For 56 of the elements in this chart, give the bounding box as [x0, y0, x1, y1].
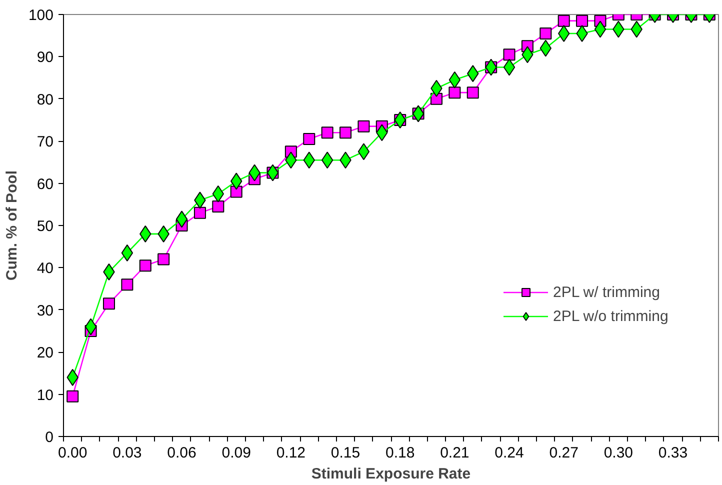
x-tick-label: 0.00 — [58, 444, 88, 462]
point — [121, 244, 134, 262]
point — [540, 27, 552, 40]
point — [594, 20, 606, 38]
point — [102, 298, 115, 310]
y-tick-label: 50 — [36, 218, 54, 235]
x-tick-label: 0.03 — [112, 444, 142, 462]
x-tick-label: 0.33 — [658, 444, 688, 462]
point — [448, 71, 461, 88]
point — [321, 126, 334, 139]
legend-label: 2PL w/ trimming — [553, 284, 660, 300]
y-tick-label: 10 — [36, 386, 54, 404]
point — [394, 112, 406, 128]
point — [503, 48, 516, 61]
point — [266, 164, 279, 182]
x-axis-title: Stimuli Exposure Rate — [311, 466, 471, 482]
point — [66, 390, 79, 402]
x-tick-label: 0.30 — [604, 444, 634, 462]
point — [576, 14, 588, 27]
point — [158, 253, 170, 266]
point — [321, 152, 334, 169]
point — [558, 14, 570, 27]
point — [121, 278, 134, 291]
x-tick-label: 0.18 — [386, 444, 415, 462]
y-tick-label: 90 — [36, 49, 54, 66]
y-tick-label: 60 — [36, 176, 54, 193]
y-tick-label: 30 — [36, 302, 54, 320]
legend-label: 2PL w/o trimming — [553, 308, 668, 324]
x-tick-label: 0.06 — [167, 444, 196, 462]
x-tick-label: 0.24 — [494, 444, 524, 462]
x-tick-label: 0.15 — [330, 444, 360, 462]
point — [303, 132, 316, 145]
point — [466, 86, 479, 99]
x-tick-label: 0.09 — [222, 444, 251, 462]
point — [448, 86, 461, 99]
point — [194, 206, 206, 219]
y-tick-label: 40 — [36, 260, 54, 278]
y-tick-label: 0 — [45, 429, 54, 446]
x-tick-label: 0.12 — [276, 444, 306, 462]
point — [230, 186, 242, 198]
y-tick-label: 80 — [36, 91, 54, 108]
point — [84, 318, 97, 336]
y-tick-label: 100 — [28, 7, 54, 24]
point — [412, 105, 424, 122]
y-axis-title: Cum. % of Pool — [3, 170, 20, 280]
y-tick-label: 20 — [36, 344, 54, 362]
point — [212, 200, 224, 213]
y-tick-label: 70 — [36, 134, 54, 151]
x-tick-label: 0.21 — [440, 444, 470, 462]
x-tick-label: 0.27 — [549, 444, 578, 462]
point — [358, 120, 370, 132]
point — [503, 58, 516, 76]
point — [139, 260, 152, 272]
point — [358, 143, 370, 160]
point — [340, 126, 352, 139]
point — [176, 210, 188, 228]
